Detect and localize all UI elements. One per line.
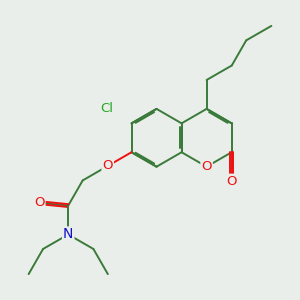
Text: O: O — [34, 196, 45, 209]
Text: O: O — [201, 160, 212, 173]
Text: Cl: Cl — [100, 102, 113, 116]
Text: O: O — [226, 175, 237, 188]
Text: O: O — [103, 160, 113, 172]
Text: N: N — [63, 227, 74, 242]
